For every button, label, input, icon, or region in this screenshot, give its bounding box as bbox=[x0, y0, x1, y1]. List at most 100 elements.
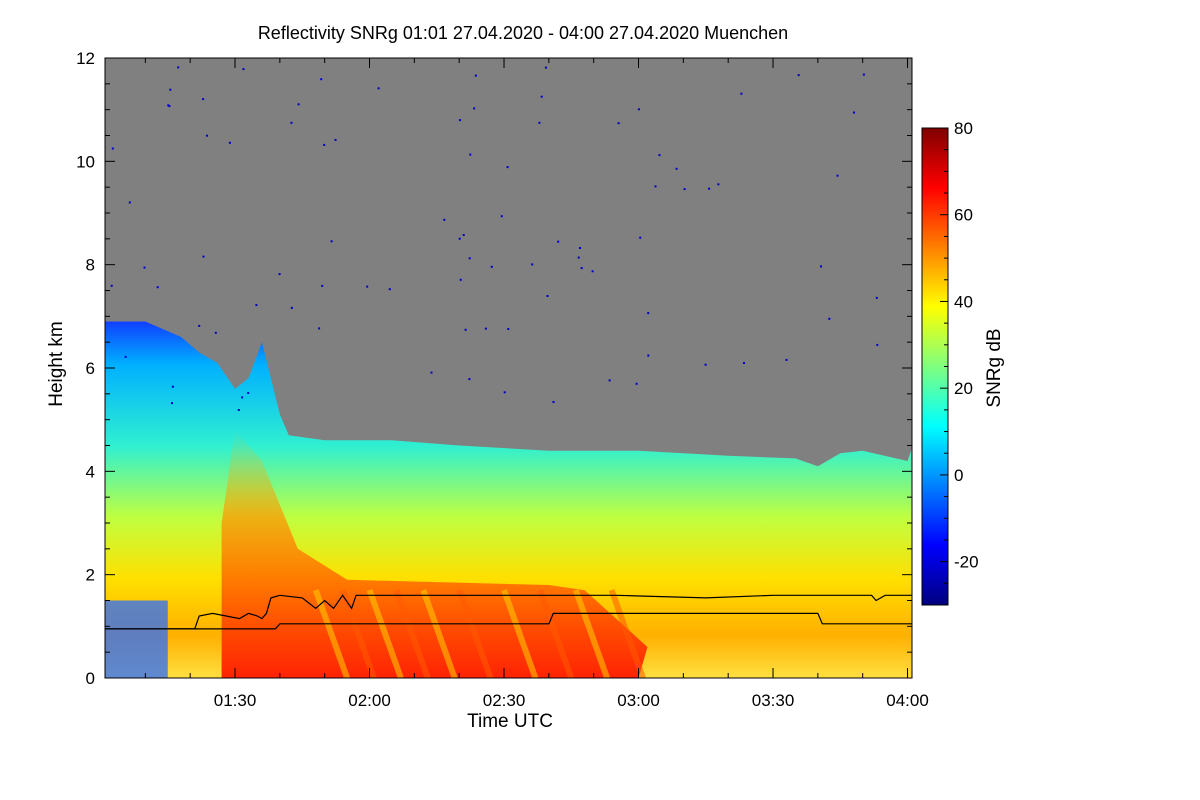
precip-streak bbox=[393, 589, 431, 678]
noise-dot bbox=[704, 363, 707, 366]
precip-streak bbox=[339, 589, 377, 678]
noise-dot bbox=[458, 237, 461, 240]
noise-dot bbox=[540, 95, 543, 98]
noise-dot bbox=[168, 105, 171, 108]
noise-dot bbox=[740, 92, 743, 95]
noise-dot bbox=[320, 78, 323, 81]
colorbar-tick-label: 20 bbox=[954, 379, 973, 398]
noise-dot bbox=[198, 324, 201, 327]
noise-dot bbox=[247, 392, 250, 394]
noise-dot bbox=[290, 306, 293, 309]
boundary-lines bbox=[105, 594, 912, 630]
precip-streak bbox=[366, 589, 404, 678]
noise-dot bbox=[214, 331, 217, 334]
noise-dot bbox=[717, 183, 720, 186]
noise-dot bbox=[177, 66, 180, 69]
noise-dot bbox=[552, 401, 555, 403]
noise-dot bbox=[743, 362, 745, 364]
noise-dot bbox=[785, 358, 788, 361]
noise-dot bbox=[836, 174, 839, 177]
noise-dot bbox=[156, 286, 159, 289]
precip-streak bbox=[312, 589, 350, 678]
noise-dot bbox=[167, 104, 170, 107]
noise-dot bbox=[654, 185, 657, 188]
noise-dot bbox=[430, 371, 433, 374]
noise-dot bbox=[462, 234, 465, 236]
noise-dot bbox=[608, 379, 611, 382]
noise-dots bbox=[110, 66, 879, 411]
colorbar-label: SNRg dB bbox=[984, 328, 1005, 407]
x-tick-label: 03:30 bbox=[752, 691, 795, 710]
noise-dot bbox=[237, 409, 240, 411]
noise-dot bbox=[169, 88, 172, 91]
noise-dot bbox=[675, 167, 678, 170]
noise-dot bbox=[647, 312, 650, 315]
noise-dot bbox=[111, 147, 114, 150]
noise-dot bbox=[334, 138, 337, 141]
noise-dot bbox=[473, 107, 476, 110]
precipitation-streaks bbox=[105, 589, 646, 678]
x-tick-label: 04:00 bbox=[886, 691, 929, 710]
y-tick-label: 12 bbox=[76, 49, 95, 68]
x-tick-label: 02:00 bbox=[348, 691, 391, 710]
noise-dot bbox=[242, 68, 245, 71]
noise-dot bbox=[500, 215, 503, 218]
noise-dot bbox=[459, 119, 462, 122]
precip-streak bbox=[420, 589, 458, 678]
noise-dot bbox=[241, 396, 244, 399]
noise-dot bbox=[318, 327, 321, 330]
noise-dot bbox=[468, 257, 471, 260]
noise-dot bbox=[468, 378, 471, 381]
y-axis: 0 2 4 6 8 10 12 bbox=[76, 49, 912, 688]
noise-dot bbox=[546, 295, 549, 297]
colorbar-tick-label: 40 bbox=[954, 292, 973, 311]
noise-dot bbox=[828, 317, 831, 320]
y-tick-label: 0 bbox=[86, 669, 95, 688]
noise-dot bbox=[124, 355, 127, 358]
noise-dot bbox=[490, 265, 493, 268]
x-axis: 01:30 02:00 02:30 03:00 03:30 04:00 bbox=[144, 58, 929, 710]
ground-clutter bbox=[105, 600, 168, 678]
precip-streak bbox=[456, 589, 494, 678]
noise-dot bbox=[853, 111, 855, 114]
chart-title: Reflectivity SNRg 01:01 27.04.2020 - 04:… bbox=[258, 23, 788, 43]
x-tick-label: 02:30 bbox=[483, 691, 526, 710]
noise-dot bbox=[683, 188, 686, 191]
noise-dot bbox=[128, 201, 131, 204]
x-tick-label: 01:30 bbox=[214, 691, 257, 710]
x-tick-label: 03:00 bbox=[617, 691, 660, 710]
y-tick-label: 2 bbox=[86, 566, 95, 585]
noise-dot bbox=[143, 266, 146, 269]
noise-dot bbox=[206, 134, 208, 137]
noise-dot bbox=[820, 265, 822, 268]
colorbar bbox=[921, 127, 949, 606]
y-tick-label: 10 bbox=[76, 152, 95, 171]
y-tick-label: 8 bbox=[86, 256, 95, 275]
noise-dot bbox=[531, 263, 534, 266]
noise-dot bbox=[506, 166, 509, 169]
y-axis-label: Height km bbox=[46, 321, 67, 407]
noise-dot bbox=[469, 153, 472, 156]
noise-dot bbox=[321, 284, 324, 287]
noise-dot bbox=[330, 240, 333, 243]
noise-dot bbox=[507, 328, 510, 330]
colorbar-tick-label: 0 bbox=[954, 466, 963, 485]
noise-dot bbox=[171, 402, 173, 405]
noise-dot bbox=[228, 141, 231, 144]
noise-dot bbox=[635, 382, 638, 385]
noise-dot bbox=[377, 87, 380, 90]
noise-dot bbox=[366, 285, 369, 288]
noise-dot bbox=[658, 154, 661, 157]
noise-dot bbox=[862, 73, 865, 76]
series-line bbox=[105, 594, 912, 630]
noise-dot bbox=[443, 218, 446, 221]
noise-dot bbox=[591, 270, 594, 273]
colorbar-axis: -20 0 20 40 60 80 bbox=[940, 119, 979, 606]
noise-dot bbox=[290, 121, 293, 124]
noise-dot bbox=[544, 66, 547, 69]
series-line bbox=[105, 612, 912, 630]
noise-dot bbox=[459, 278, 462, 281]
noise-dot bbox=[708, 187, 711, 190]
colorbar-tick-label: 80 bbox=[954, 119, 973, 138]
